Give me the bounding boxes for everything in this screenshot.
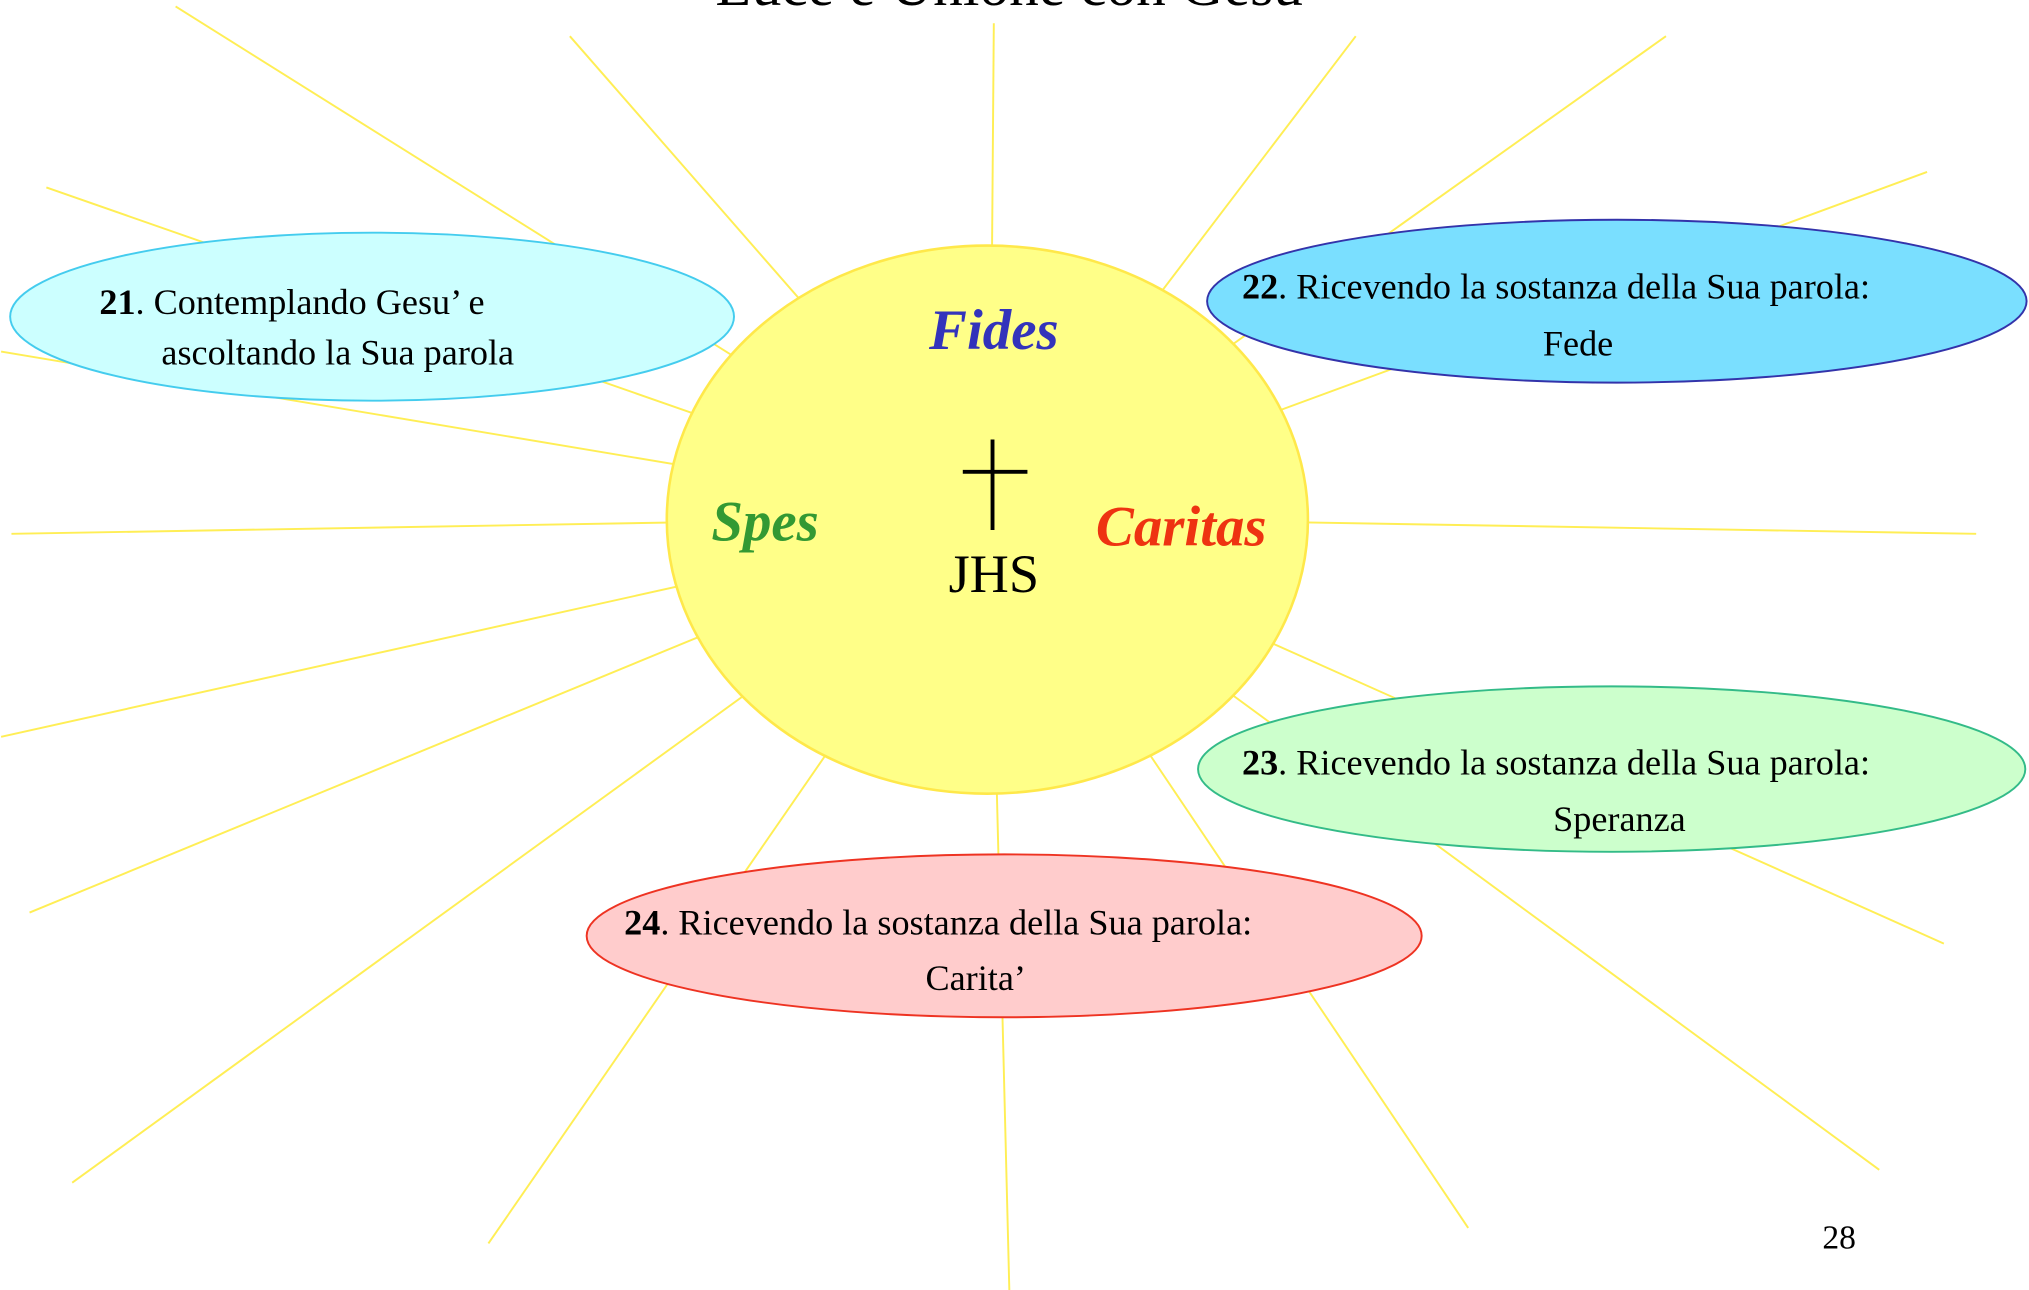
fides: Fides (928, 299, 1059, 362)
bubble (585, 853, 1423, 1019)
bubble-number: 22 (1242, 267, 1278, 307)
bubble (9, 231, 735, 402)
caritas: Caritas (1096, 495, 1267, 558)
bubble-text: . Ricevendo la sostanza della Sua parola… (1278, 267, 1870, 307)
bubble (1206, 218, 2028, 384)
bubble-number: 23 (1242, 742, 1278, 782)
cross (962, 439, 1028, 530)
bubble-text: ascoltando la Sua parola (161, 333, 514, 373)
sun (665, 244, 1310, 795)
bubble (1197, 685, 2027, 853)
monogram: JHS (949, 544, 1039, 604)
bubble-text: . Ricevendo la sostanza della Sua parola… (1278, 742, 1870, 782)
spes: Spes (711, 490, 818, 553)
bubble-number: 24 (624, 903, 660, 943)
bubble-text: Speranza (1553, 799, 1686, 839)
bubble-line: 21. Contemplando Gesu’ e (99, 282, 484, 322)
bubble-line: 22. Ricevendo la sostanza della Sua paro… (1242, 267, 1870, 307)
page-number: 28 (1822, 1220, 1856, 1257)
bubble-line: 24. Ricevendo la sostanza della Sua paro… (624, 903, 1252, 943)
bubble-number: 21 (99, 282, 135, 322)
bubble-text: . Contemplando Gesu’ e (136, 282, 485, 322)
bubble-text: Fede (1543, 323, 1613, 363)
bubble-line: 23. Ricevendo la sostanza della Sua paro… (1242, 742, 1870, 782)
title: Luce e Unione con Gesu' (715, 0, 1313, 18)
bubble-text: Carita’ (925, 958, 1025, 998)
bubble-text: . Ricevendo la sostanza della Sua parola… (660, 903, 1252, 943)
